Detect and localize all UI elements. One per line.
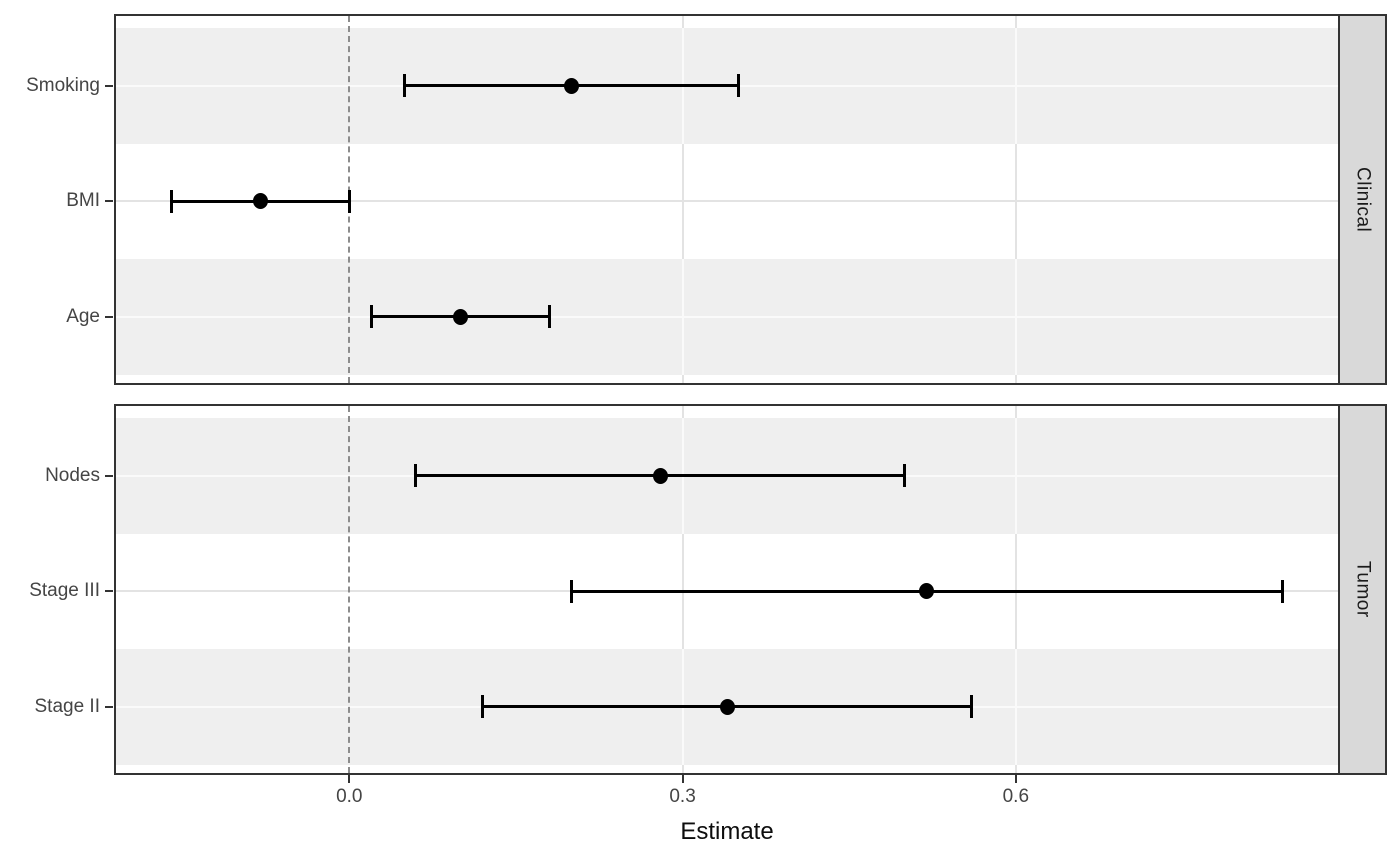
gridline-vertical bbox=[681, 406, 684, 773]
y-axis-label: Age bbox=[66, 305, 100, 327]
y-axis-tick-mark bbox=[105, 590, 113, 593]
point-estimate bbox=[652, 467, 668, 484]
facet-panel-tumor-plot-area bbox=[116, 406, 1338, 773]
ci-upper-cap bbox=[347, 189, 351, 213]
facet-panel-clinical-plot-area bbox=[116, 16, 1338, 383]
y-axis-tick-mark bbox=[105, 200, 113, 203]
gridline-horizontal bbox=[116, 200, 1338, 203]
y-axis-label: Stage II bbox=[34, 695, 101, 717]
facet-strip-clinical-label: Clinical bbox=[1352, 166, 1374, 233]
facet-panel-clinical bbox=[114, 14, 1340, 385]
point-estimate bbox=[452, 308, 468, 325]
x-axis-tick-label: 0.0 bbox=[336, 786, 363, 807]
point-estimate bbox=[563, 77, 579, 94]
y-axis-label: Stage III bbox=[29, 580, 100, 602]
x-axis-tick-label: 0.3 bbox=[669, 786, 696, 807]
x-axis-tick-label: 0.6 bbox=[1002, 786, 1030, 807]
zero-reference-line bbox=[348, 406, 351, 773]
x-axis-tick-mark bbox=[348, 775, 351, 783]
x-axis-tick-mark bbox=[681, 775, 684, 783]
x-axis-tick-mark bbox=[1014, 775, 1017, 783]
point-estimate bbox=[919, 583, 935, 600]
x-axis-title: Estimate bbox=[680, 818, 774, 845]
ci-lower-cap bbox=[403, 74, 407, 98]
y-axis-tick-mark bbox=[105, 315, 113, 318]
y-axis-label: BMI bbox=[66, 190, 100, 212]
y-axis-tick-mark bbox=[105, 474, 113, 477]
gridline-vertical bbox=[1014, 406, 1017, 773]
ci-lower-cap bbox=[481, 695, 485, 719]
facet-strip-tumor-label: Tumor bbox=[1352, 561, 1374, 618]
point-estimate bbox=[252, 193, 268, 210]
ci-lower-cap bbox=[170, 189, 174, 213]
ci-upper-cap bbox=[969, 695, 973, 719]
facet-strip-clinical: Clinical bbox=[1338, 14, 1387, 385]
ci-lower-cap bbox=[414, 464, 418, 488]
y-axis-label: Smoking bbox=[26, 74, 100, 96]
y-axis-tick-mark bbox=[105, 705, 113, 708]
gridline-vertical bbox=[1014, 16, 1017, 383]
row-stripe bbox=[116, 258, 1338, 375]
ci-lower-cap bbox=[569, 579, 573, 603]
ci-upper-cap bbox=[736, 74, 740, 98]
facet-panel-tumor bbox=[114, 404, 1340, 775]
ci-upper-cap bbox=[547, 305, 551, 329]
y-axis-tick-mark bbox=[105, 84, 113, 87]
point-estimate bbox=[719, 698, 735, 715]
y-axis-label: Nodes bbox=[45, 464, 100, 486]
ci-lower-cap bbox=[370, 305, 373, 329]
gridline-horizontal bbox=[116, 315, 1338, 318]
gridline-vertical bbox=[681, 16, 684, 383]
ci-upper-cap bbox=[903, 464, 907, 488]
facet-strip-tumor: Tumor bbox=[1338, 404, 1387, 775]
ci-upper-cap bbox=[1280, 579, 1284, 603]
